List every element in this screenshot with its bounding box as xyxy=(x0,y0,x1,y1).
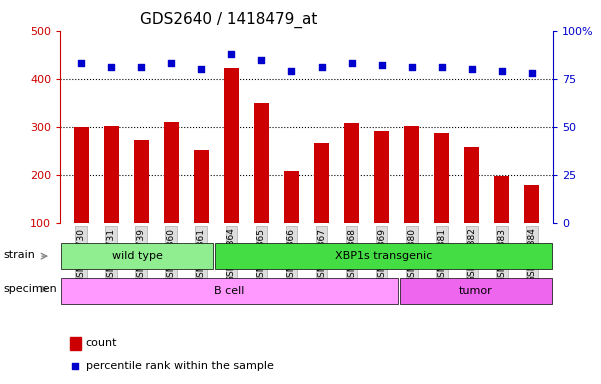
Bar xyxy=(400,278,552,304)
Bar xyxy=(524,185,539,223)
Bar xyxy=(464,147,480,223)
Point xyxy=(497,68,507,74)
Text: wild type: wild type xyxy=(112,251,162,262)
Text: XBP1s transgenic: XBP1s transgenic xyxy=(335,251,432,262)
Bar xyxy=(61,243,213,269)
Bar xyxy=(344,123,359,223)
Bar xyxy=(434,133,449,223)
Text: GDS2640 / 1418479_at: GDS2640 / 1418479_at xyxy=(139,12,317,28)
Text: strain: strain xyxy=(3,250,35,260)
Point xyxy=(287,68,296,74)
Bar xyxy=(133,140,149,223)
Point xyxy=(106,64,116,70)
Point xyxy=(467,66,477,72)
Point xyxy=(317,64,326,70)
Point xyxy=(166,60,176,66)
Text: count: count xyxy=(86,338,117,348)
Bar xyxy=(374,131,389,223)
Point xyxy=(197,66,206,72)
Bar xyxy=(224,68,239,223)
Bar xyxy=(194,150,209,223)
Bar xyxy=(494,176,509,223)
Point xyxy=(227,51,236,57)
Point xyxy=(407,64,416,70)
Bar xyxy=(284,171,299,223)
Point xyxy=(437,64,447,70)
Bar xyxy=(70,337,81,349)
Point xyxy=(527,70,537,76)
Point xyxy=(257,56,266,63)
Bar xyxy=(104,126,118,223)
Bar xyxy=(215,243,552,269)
Point xyxy=(70,363,80,369)
Bar xyxy=(74,127,89,223)
Text: percentile rank within the sample: percentile rank within the sample xyxy=(86,361,273,371)
Bar xyxy=(254,103,269,223)
Bar xyxy=(404,126,419,223)
Bar xyxy=(61,278,398,304)
Bar xyxy=(314,143,329,223)
Text: specimen: specimen xyxy=(3,284,56,294)
Point xyxy=(377,62,386,68)
Point xyxy=(136,64,146,70)
Text: tumor: tumor xyxy=(459,286,493,296)
Point xyxy=(76,60,86,66)
Text: B cell: B cell xyxy=(215,286,245,296)
Bar xyxy=(163,122,179,223)
Point xyxy=(347,60,356,66)
